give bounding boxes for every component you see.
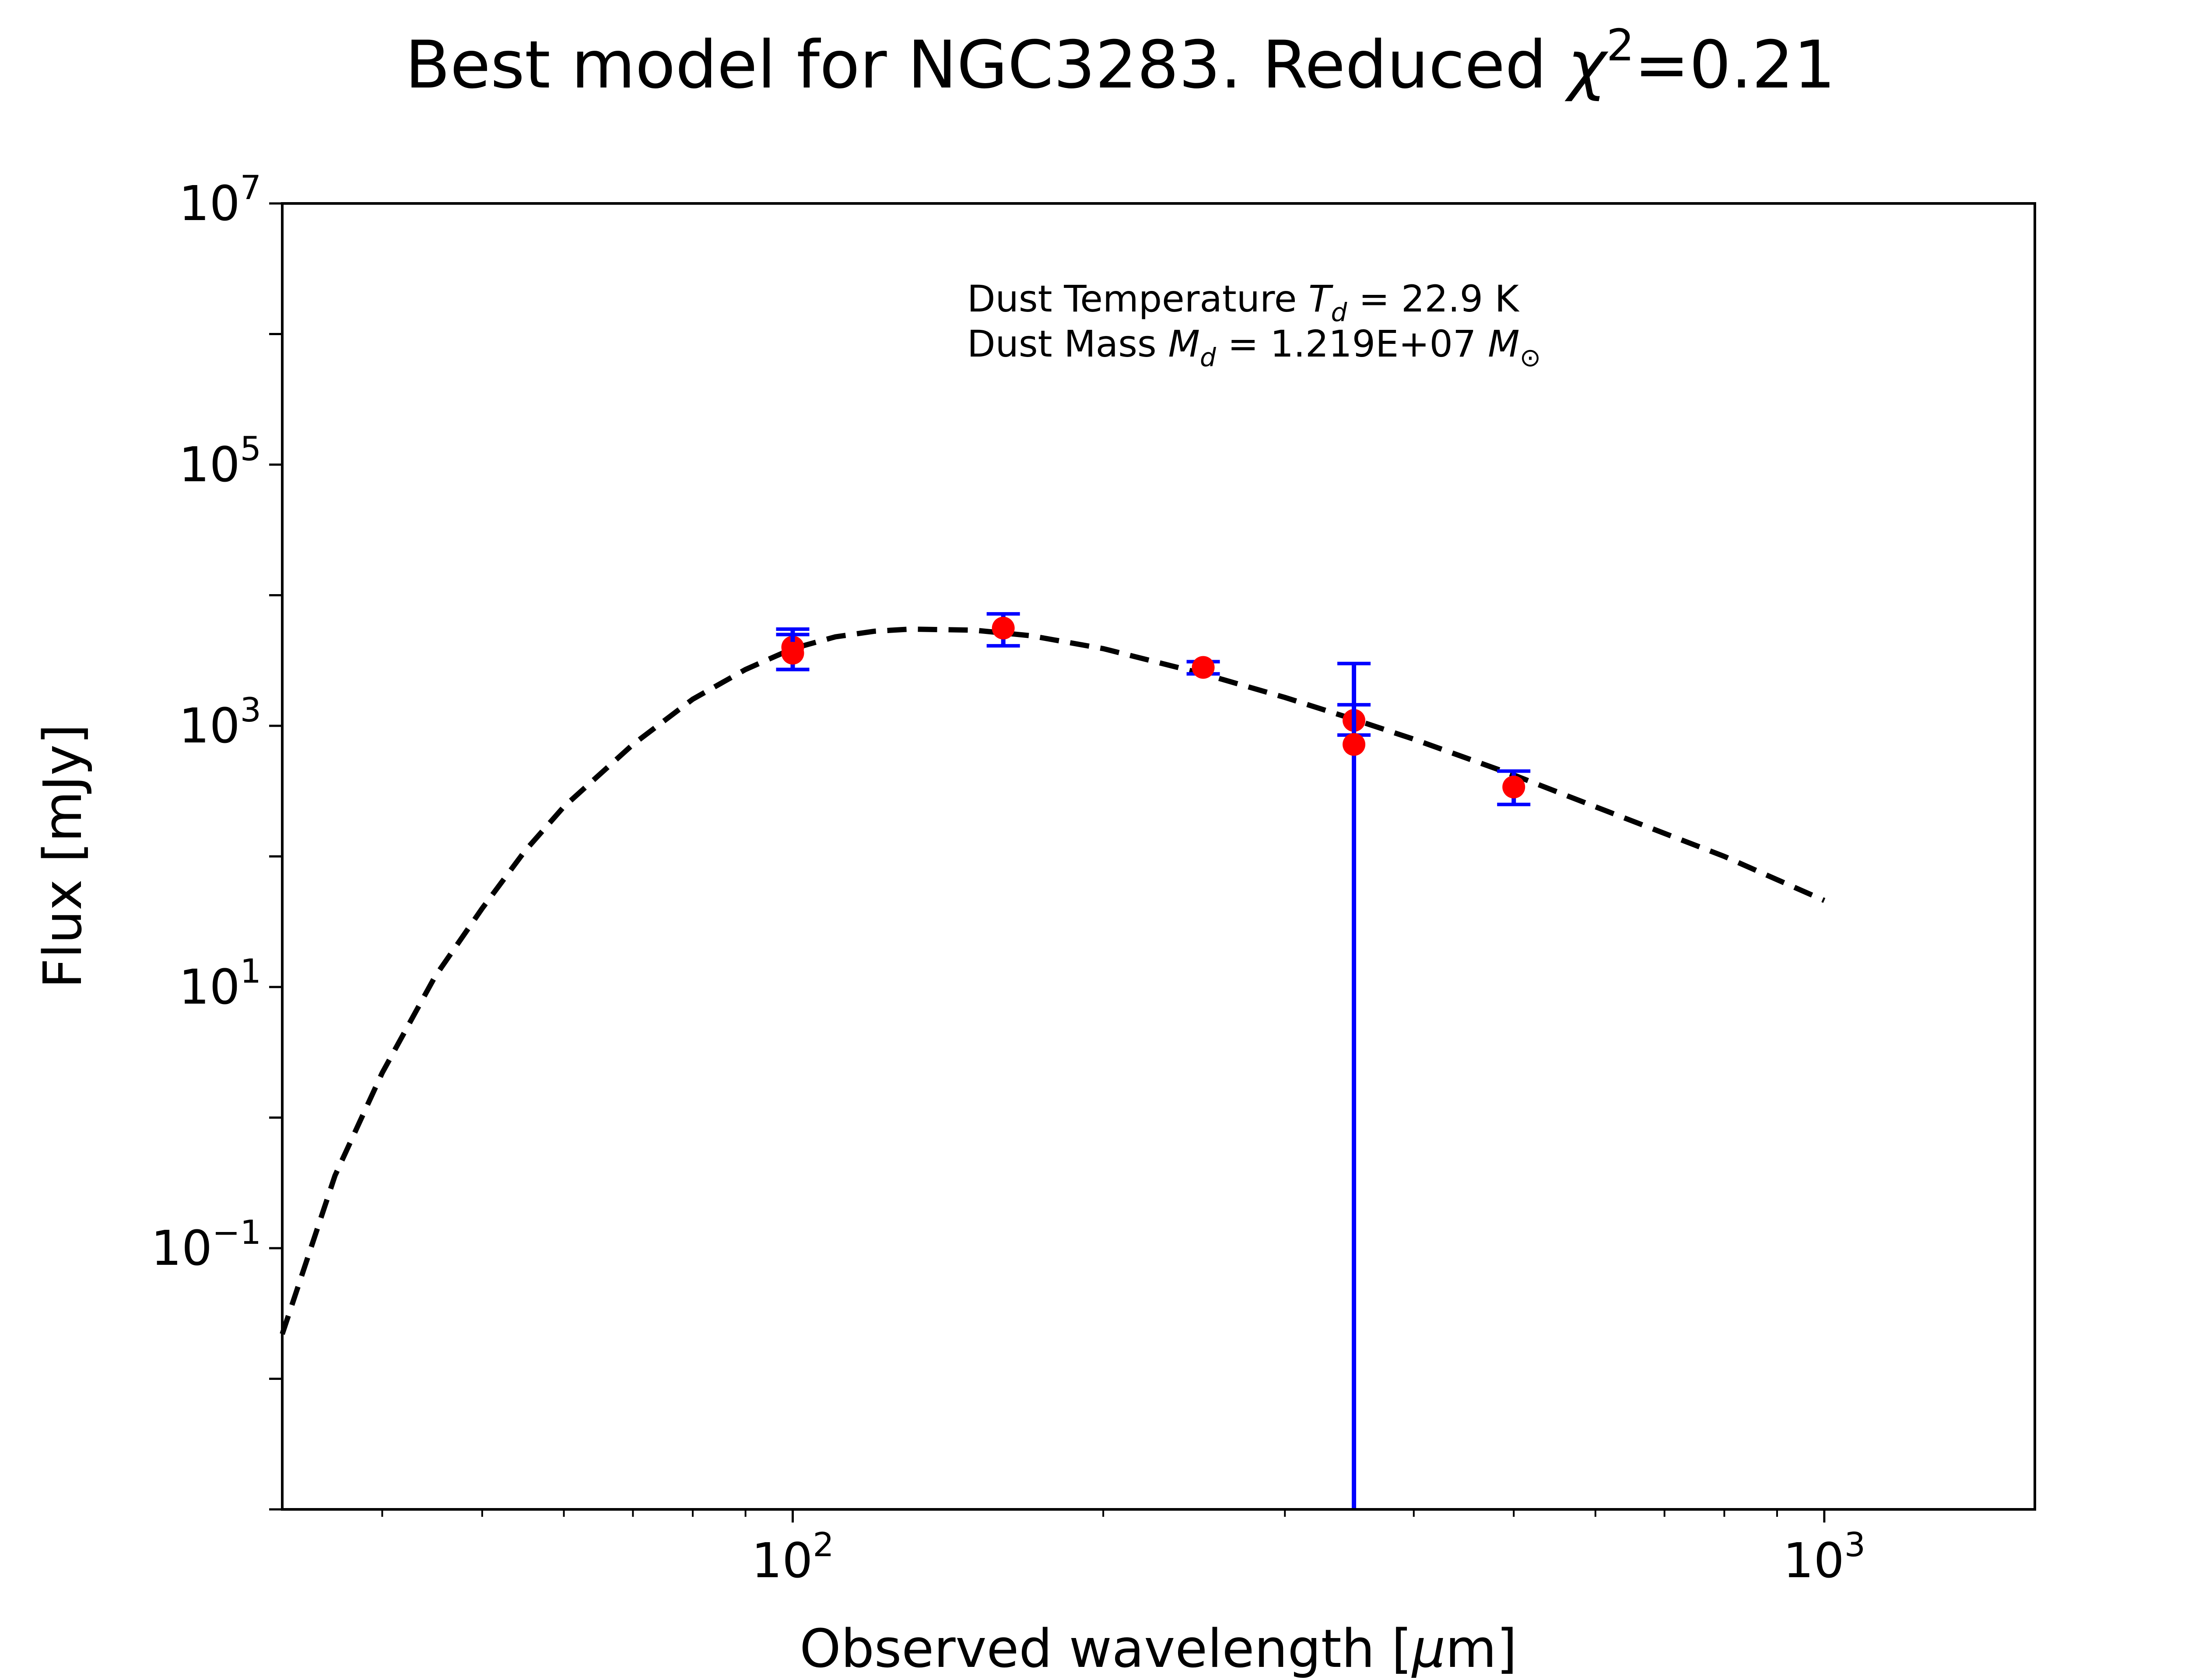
y-axis: 10−1 101 103 105 107 (151, 168, 282, 1511)
model-curve-line (280, 626, 1826, 1335)
observation-7 (1497, 769, 1531, 806)
y-tick-label: 107 (179, 168, 261, 231)
fit-annotation: Dust Temperature Td = 22.9 K Dust Mass M… (967, 277, 1541, 372)
x-axis: 102 103 (381, 1509, 1865, 1589)
observation-3 (986, 612, 1020, 648)
chart-title: Best model for NGC3283. Reduced χ2=0.21 (405, 20, 1836, 103)
y-tick-label: 101 (179, 952, 261, 1015)
model-curve-layer (280, 626, 1826, 1335)
x-tick-label: 102 (751, 1525, 834, 1589)
data-point (1502, 775, 1525, 798)
title-chi-symbol: χ (1564, 27, 1609, 103)
y-tick-label: 10−1 (151, 1213, 261, 1276)
data-point (1192, 656, 1215, 679)
y-tick-label: 105 (179, 429, 261, 493)
observation-6 (1337, 662, 1371, 1509)
x-axis-label: Observed wavelength [μm] (799, 1619, 1517, 1680)
annotation-dust-temperature: Dust Temperature Td = 22.9 K (967, 277, 1520, 327)
title-exponent: 2 (1606, 20, 1634, 71)
data-point (781, 641, 804, 665)
y-axis-label: Flux [mJy] (33, 724, 94, 989)
observations-layer (776, 612, 1531, 1509)
data-point (1343, 733, 1366, 756)
observation-2 (776, 633, 810, 672)
data-point (992, 616, 1015, 640)
x-tick-label: 103 (1783, 1525, 1865, 1589)
y-tick-label: 103 (179, 690, 261, 754)
annotation-dust-mass: Dust Mass Md = 1.219E+07 M⊙ (967, 322, 1541, 372)
observation-4 (1186, 656, 1220, 679)
